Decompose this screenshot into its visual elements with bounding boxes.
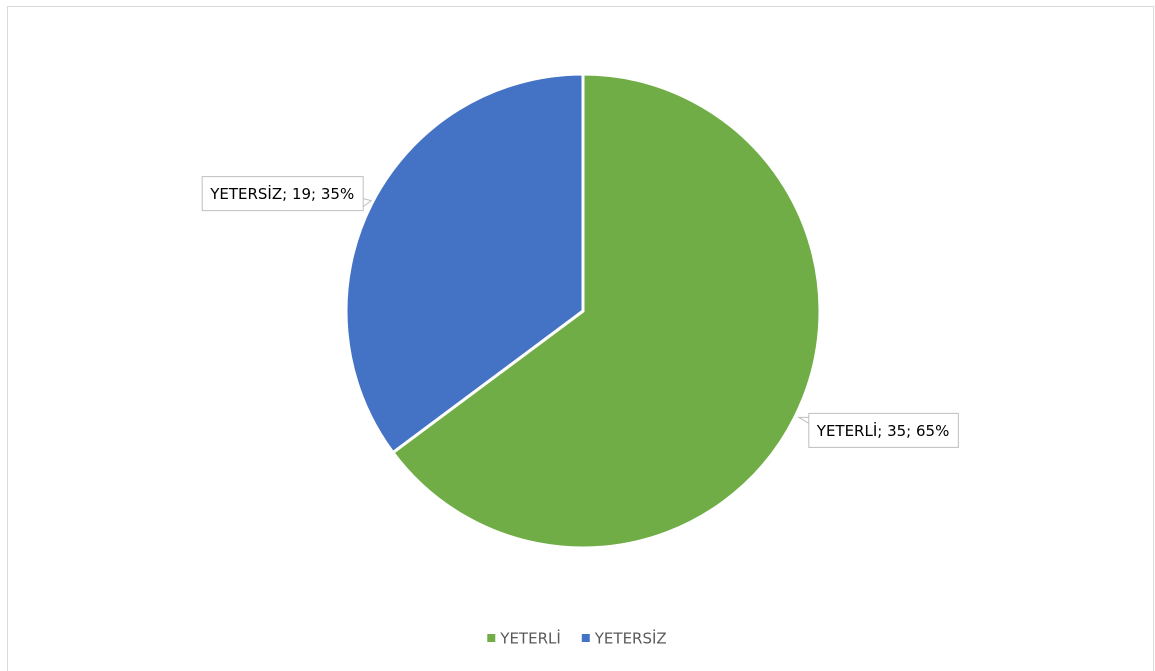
pie-slice [344,72,585,455]
legend-label: YETERSİZ [594,629,667,648]
legend-label: YETERLİ [499,629,560,648]
data-label: YETERLİ; 35; 65% [796,412,959,448]
pie-slice [391,72,822,550]
data-label-box [796,412,959,448]
data-label-box [201,176,373,212]
data-label-text: YETERLİ; 35; 65% [816,421,950,440]
legend-swatch [487,634,496,642]
data-label-text: YETERSİZ; 19; 35% [209,184,354,203]
legend-swatch [581,634,590,642]
data-label: YETERSİZ; 19; 35% [201,176,373,212]
legend: YETERLİ YETERSİZ [487,629,667,648]
